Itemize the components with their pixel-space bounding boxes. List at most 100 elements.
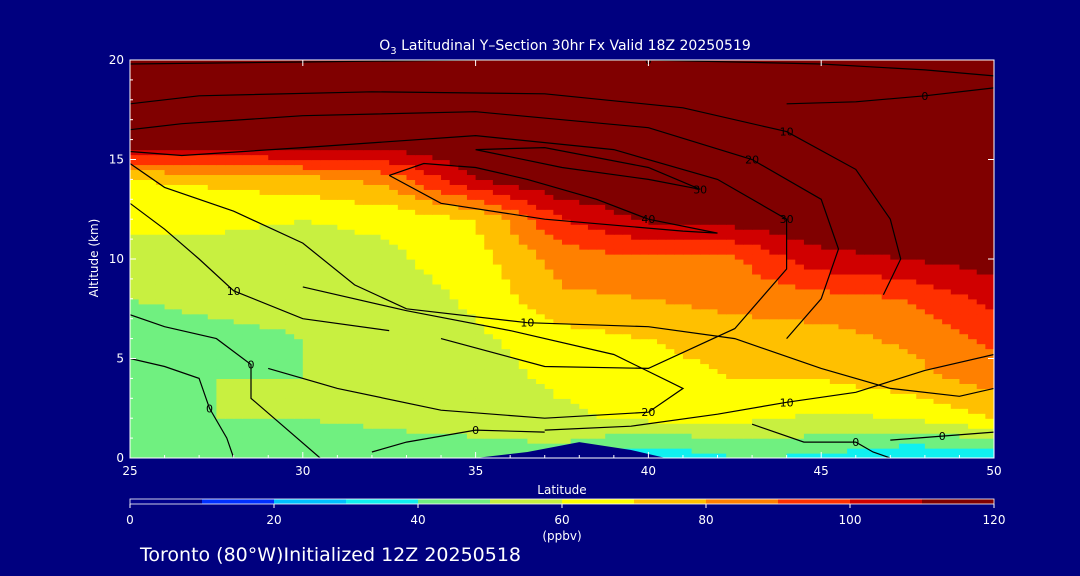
ozone-cell [579, 333, 589, 340]
ozone-cell [268, 363, 278, 370]
ozone-cell [587, 368, 598, 375]
ozone-cell [371, 398, 382, 404]
ozone-cell [881, 333, 891, 340]
ozone-cell [587, 288, 598, 295]
ozone-cell [207, 423, 217, 429]
ozone-cell [726, 353, 736, 360]
ozone-cell [346, 433, 356, 439]
ozone-cell [760, 273, 770, 280]
ozone-cell [605, 403, 615, 409]
ozone-cell [302, 428, 313, 434]
ozone-cell [207, 448, 217, 454]
ozone-cell [881, 373, 891, 379]
ozone-cell [415, 453, 425, 458]
ozone-cell [847, 224, 857, 230]
ozone-cell [682, 408, 693, 414]
ozone-cell [639, 318, 649, 325]
ozone-cell [233, 273, 243, 280]
ozone-cell [942, 288, 952, 295]
ozone-cell [216, 368, 226, 375]
ozone-cell [285, 239, 295, 245]
ozone-cell [708, 259, 719, 265]
ozone-cell [613, 333, 624, 340]
ozone-cell [924, 403, 935, 409]
ozone-cell [631, 308, 641, 315]
ozone-cell [380, 383, 390, 389]
ozone-cell [924, 413, 935, 419]
ozone-cell [734, 443, 745, 449]
ozone-cell [354, 358, 364, 365]
ozone-cell [190, 328, 200, 335]
ozone-cell [631, 408, 641, 414]
ozone-cell [648, 358, 658, 365]
ozone-cell [259, 268, 269, 275]
ozone-cell [233, 418, 243, 424]
ozone-cell [803, 323, 814, 330]
ozone-cell [976, 303, 986, 310]
ozone-cell [587, 259, 598, 265]
ozone-cell [579, 323, 589, 330]
ozone-cell [216, 268, 226, 275]
ozone-cell [665, 438, 675, 444]
ozone-cell [829, 398, 840, 404]
ozone-cell [406, 268, 416, 275]
ozone-cell [337, 413, 347, 419]
ozone-cell [173, 323, 183, 330]
ozone-cell [527, 378, 537, 384]
ozone-cell [458, 283, 468, 290]
ozone-cell [734, 393, 745, 399]
ozone-cell [311, 443, 321, 449]
ozone-cell [596, 373, 606, 379]
ozone-cell [708, 433, 719, 439]
ozone-cell [976, 413, 986, 419]
ozone-cell [397, 393, 408, 399]
ozone-cell [950, 323, 961, 330]
ozone-cell [942, 363, 952, 370]
ozone-cell [328, 239, 338, 245]
ozone-cell [423, 448, 433, 454]
ozone-cell [717, 443, 727, 449]
ozone-cell [371, 328, 382, 335]
ozone-cell [829, 373, 840, 379]
ozone-cell [752, 278, 762, 285]
ozone-cell [337, 423, 347, 429]
ozone-cell [268, 298, 278, 305]
ozone-cell [544, 348, 554, 355]
ozone-cell [622, 368, 632, 375]
ozone-cell [415, 358, 425, 365]
ozone-cell [743, 259, 753, 265]
ozone-cell [976, 308, 986, 315]
ozone-cell [199, 398, 209, 404]
ozone-cell [190, 413, 200, 419]
ozone-cell [950, 263, 961, 270]
ozone-cell [527, 348, 537, 355]
ozone-cell [544, 214, 554, 220]
ozone-cell [285, 323, 295, 330]
ozone-cell [631, 278, 641, 285]
ozone-cell [501, 378, 511, 384]
ozone-cell [302, 249, 313, 255]
ozone-cell [138, 263, 148, 270]
ozone-cell [769, 268, 779, 275]
ozone-cell [613, 268, 624, 275]
ozone-cell [873, 333, 883, 340]
ozone-cell [587, 333, 598, 340]
ozone-cell [199, 423, 209, 429]
ozone-cell [950, 229, 961, 235]
ozone-cell [432, 308, 442, 315]
ozone-cell [708, 209, 719, 215]
ozone-cell [518, 323, 529, 330]
ozone-cell [674, 263, 684, 270]
ozone-cell [700, 293, 710, 300]
ozone-cell [147, 303, 157, 310]
ozone-cell [423, 268, 433, 275]
ozone-cell [380, 259, 390, 265]
ozone-cell [173, 418, 183, 424]
ozone-cell [147, 254, 157, 260]
ozone-cell [302, 254, 313, 260]
ozone-cell [225, 214, 235, 220]
ozone-cell [164, 214, 174, 220]
ozone-cell [587, 214, 598, 220]
ozone-cell [579, 368, 589, 375]
ozone-cell [371, 209, 382, 215]
